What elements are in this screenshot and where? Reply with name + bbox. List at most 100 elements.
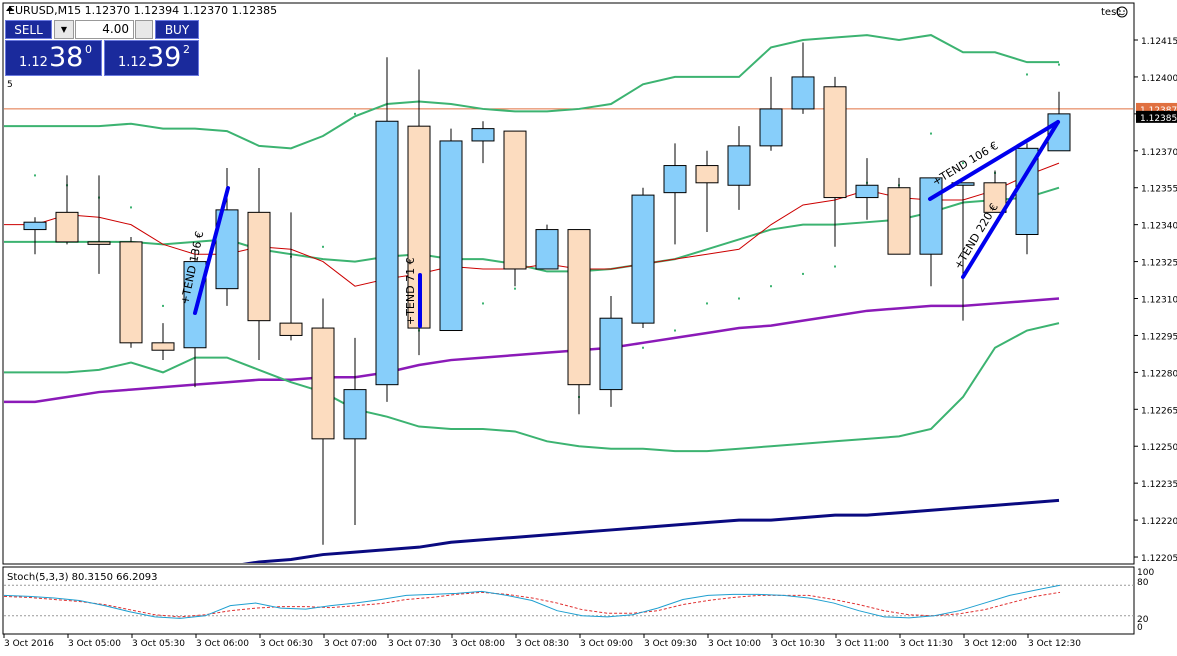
bollinger-middle-line bbox=[4, 186, 1060, 273]
psar-dot bbox=[738, 297, 740, 300]
candle bbox=[183, 249, 207, 388]
collapse-arrow-icon[interactable] bbox=[6, 6, 14, 11]
y-tick-label: 1.12325 bbox=[1141, 259, 1177, 269]
candle bbox=[887, 177, 911, 255]
x-tick-label: 3 Oct 08:30 bbox=[516, 639, 569, 649]
one-click-trade-panel: SELL ▼ 4.00 BUY 1.12 38 0 1.12 39 2 bbox=[5, 20, 200, 76]
candle bbox=[823, 76, 847, 247]
lot-size-input[interactable]: 4.00 bbox=[75, 20, 134, 39]
y-tick-label: 1.12355 bbox=[1141, 185, 1177, 195]
candle bbox=[151, 323, 175, 361]
trend-line bbox=[928, 120, 1060, 201]
x-tick-label: 3 Oct 06:00 bbox=[196, 639, 249, 649]
x-tick-label: 3 Oct 06:30 bbox=[260, 639, 313, 649]
candle bbox=[343, 337, 367, 526]
psar-dot bbox=[706, 302, 708, 305]
bollinger-upper-line bbox=[4, 34, 1059, 150]
x-tick-label: 3 Oct 10:00 bbox=[708, 639, 761, 649]
x-tick-label: 3 Oct 11:30 bbox=[900, 639, 953, 649]
current-price-label: 1.12385 bbox=[1140, 114, 1177, 124]
psar-dot bbox=[642, 346, 644, 349]
candle bbox=[855, 158, 879, 220]
stoch-chart-frame bbox=[2, 566, 1135, 635]
y-tick-label: 1.12415 bbox=[1141, 37, 1177, 47]
expert-name: test bbox=[1101, 7, 1120, 18]
expert-smiley-icon[interactable] bbox=[1116, 6, 1128, 18]
stoch-level-label: 0 bbox=[1137, 623, 1143, 633]
candle bbox=[567, 229, 591, 415]
y-tick-label: 1.12310 bbox=[1141, 296, 1177, 306]
buy-price-big: 39 bbox=[147, 42, 182, 73]
candle bbox=[535, 224, 559, 270]
y-tick-label: 1.12370 bbox=[1141, 148, 1177, 158]
candle bbox=[759, 76, 783, 151]
x-tick-label: 3 Oct 08:00 bbox=[452, 639, 505, 649]
x-tick-label: 3 Oct 09:00 bbox=[580, 639, 633, 649]
x-tick-label: 3 Oct 2016 bbox=[4, 639, 54, 649]
psar-dot bbox=[514, 287, 516, 290]
y-tick-label: 1.12220 bbox=[1141, 517, 1177, 527]
psar-dot bbox=[1026, 73, 1028, 76]
x-tick-label: 3 Oct 12:30 bbox=[1028, 639, 1081, 649]
y-tick-label: 1.12235 bbox=[1141, 480, 1177, 490]
y-tick-label: 1.12280 bbox=[1141, 369, 1177, 379]
buy-price-sup: 2 bbox=[183, 43, 190, 56]
y-tick-label: 1.12340 bbox=[1141, 222, 1177, 232]
candle bbox=[599, 296, 623, 407]
sell-price-box[interactable]: 1.12 38 0 bbox=[5, 40, 102, 76]
psar-dot bbox=[930, 132, 932, 135]
buy-price-prefix: 1.12 bbox=[118, 55, 147, 70]
trend-line bbox=[193, 186, 230, 315]
psar-dot bbox=[322, 245, 324, 248]
stoch-main-line bbox=[3, 584, 1061, 619]
candle bbox=[247, 168, 271, 361]
candle bbox=[311, 298, 335, 545]
psar-dot bbox=[674, 329, 676, 332]
stoch-level-label: 100 bbox=[1137, 568, 1154, 578]
x-tick-label: 3 Oct 09:30 bbox=[644, 639, 697, 649]
candle bbox=[119, 236, 143, 348]
candle bbox=[663, 143, 687, 245]
trend-line bbox=[961, 120, 1060, 279]
stoch-label: Stoch(5,3,3) 80.3150 66.2093 bbox=[7, 572, 158, 583]
candle bbox=[439, 128, 463, 332]
y-tick-label: 1.12205 bbox=[1141, 554, 1177, 564]
bollinger-lower-line bbox=[4, 322, 1060, 453]
sell-price-sup: 0 bbox=[85, 43, 92, 56]
sell-price-big: 38 bbox=[49, 42, 84, 73]
candle bbox=[983, 170, 1007, 213]
sell-price-prefix: 1.12 bbox=[19, 55, 48, 70]
psar-dot bbox=[802, 272, 804, 275]
candle bbox=[471, 121, 495, 164]
trend-label: +TEND 71 € bbox=[404, 257, 417, 325]
candle bbox=[87, 175, 111, 274]
psar-dot bbox=[962, 162, 964, 165]
x-tick-label: 3 Oct 10:30 bbox=[772, 639, 825, 649]
x-tick-label: 3 Oct 12:00 bbox=[964, 639, 1017, 649]
candle bbox=[695, 150, 719, 233]
x-tick-label: 3 Oct 05:00 bbox=[68, 639, 121, 649]
x-tick-label: 3 Oct 07:00 bbox=[324, 639, 377, 649]
price-layer: +TEND 136 € +TEND 71 €+TEND 106 €+TEND 22… bbox=[4, 34, 1133, 563]
buy-button[interactable]: BUY bbox=[155, 20, 199, 39]
psar-dot bbox=[354, 112, 356, 115]
stoch-level-label: 20 bbox=[1137, 615, 1149, 625]
stoch-signal-line bbox=[3, 591, 1061, 618]
psar-dot bbox=[1058, 63, 1060, 66]
psar-dot bbox=[834, 265, 836, 268]
sell-button[interactable]: SELL bbox=[5, 20, 52, 39]
y-tick-label: 1.12295 bbox=[1141, 332, 1177, 342]
chart-header-title: EURUSD,M15 1.12370 1.12394 1.12370 1.123… bbox=[8, 4, 277, 17]
stoch-level-label: 80 bbox=[1137, 578, 1149, 588]
candle bbox=[791, 42, 815, 114]
buy-price-box[interactable]: 1.12 39 2 bbox=[104, 40, 199, 76]
lot-spinner[interactable] bbox=[135, 20, 153, 39]
candle bbox=[631, 187, 655, 329]
ma-navy-line bbox=[242, 498, 1060, 563]
lot-dropdown-icon[interactable]: ▼ bbox=[54, 20, 74, 39]
candle bbox=[503, 130, 527, 287]
candle bbox=[55, 175, 79, 245]
ma-purple-line bbox=[4, 297, 1060, 404]
candle bbox=[23, 217, 47, 255]
